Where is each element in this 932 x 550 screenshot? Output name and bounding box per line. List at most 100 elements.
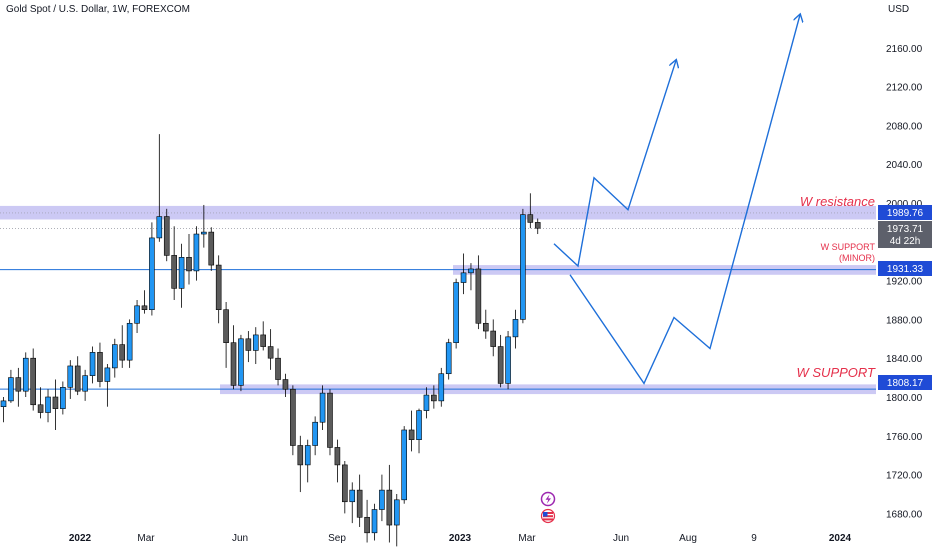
x-tick-1: Mar [137, 533, 155, 544]
candle-1 [8, 369, 14, 403]
candle-0 [0, 397, 7, 423]
candle-62 [460, 253, 467, 295]
candle-7 [52, 379, 59, 430]
y-tick-3: 2040.00 [886, 160, 923, 171]
projection-path-1 [569, 15, 800, 385]
us-flag-icon[interactable] [540, 508, 556, 524]
candle-31 [230, 325, 237, 390]
candle-63 [468, 263, 474, 291]
candle-57 [423, 387, 430, 419]
candle-61 [453, 278, 459, 349]
candle-67 [497, 334, 504, 388]
y-tick-11: 1680.00 [886, 509, 923, 520]
candle-11 [82, 369, 88, 401]
candle-18 [134, 300, 140, 333]
candle-69 [512, 309, 519, 349]
candle-43 [319, 385, 326, 430]
candle-10 [74, 356, 81, 396]
candle-2 [15, 367, 22, 407]
candle-65 [482, 309, 489, 339]
price-tag-support-minor-bg [878, 261, 932, 276]
candle-54 [401, 426, 407, 504]
candle-21 [156, 134, 163, 242]
price-tag-resistance-bg [878, 205, 932, 220]
candle-46 [342, 461, 348, 514]
candle-33 [245, 331, 252, 363]
candle-39 [290, 385, 296, 456]
candle-52 [386, 464, 393, 543]
y-tick-6: 1880.00 [886, 315, 923, 326]
y-tick-0: 2160.00 [886, 44, 923, 55]
x-tick-3: Sep [328, 533, 346, 544]
candle-32 [238, 334, 244, 392]
annotation-support-minor-line2: (MINOR) [839, 253, 875, 263]
candle-56 [416, 408, 422, 454]
candle-42 [312, 416, 318, 456]
candle-71 [527, 193, 534, 229]
price-tag-support: 1808.17 [887, 378, 924, 389]
y-tick-2: 2080.00 [886, 121, 923, 132]
price-tag-countdown: 4d 22h [890, 236, 921, 247]
x-tick-2: Jun [232, 533, 248, 544]
y-tick-1: 2120.00 [886, 83, 923, 94]
candle-15 [112, 338, 118, 378]
y-tick-9: 1760.00 [886, 432, 923, 443]
candle-22 [163, 208, 170, 262]
candle-8 [60, 381, 66, 415]
candle-29 [215, 255, 222, 324]
candle-37 [275, 348, 281, 386]
annotation-resistance: W resistance [800, 194, 875, 209]
candle-36 [267, 329, 274, 370]
candle-6 [45, 389, 51, 423]
candle-19 [141, 290, 148, 314]
candle-5 [37, 387, 44, 419]
currency-label: USD [888, 4, 910, 15]
candle-9 [67, 360, 74, 399]
candle-28 [208, 227, 215, 271]
candle-48 [356, 474, 363, 527]
candle-58 [431, 385, 437, 409]
candle-24 [178, 243, 185, 308]
candle-26 [193, 226, 200, 281]
y-tick-5: 1920.00 [886, 277, 923, 288]
candle-35 [260, 321, 267, 351]
price-tag-support-minor: 1931.33 [887, 264, 924, 275]
x-tick-5: Mar [518, 533, 536, 544]
candle-60 [445, 338, 452, 380]
candle-16 [119, 325, 126, 368]
price-tag-current: 1973.71 [887, 224, 924, 235]
candle-27 [201, 204, 207, 248]
price-tag-current-bg [878, 221, 932, 248]
annotation-support: W SUPPORT [797, 365, 877, 380]
candle-38 [282, 373, 289, 397]
candle-45 [334, 439, 341, 483]
x-tick-7: Aug [679, 533, 697, 544]
candle-20 [149, 222, 155, 316]
candle-13 [97, 342, 103, 388]
price-tag-resistance: 1989.76 [887, 208, 924, 219]
price-tag-support-bg [878, 375, 932, 390]
candle-47 [349, 482, 356, 524]
candle-14 [104, 364, 111, 407]
y-tick-10: 1720.00 [886, 471, 923, 482]
candle-25 [186, 234, 192, 285]
lightning-icon[interactable] [540, 491, 556, 507]
x-tick-8: 9 [751, 533, 757, 544]
projection-path-0 [553, 60, 676, 268]
candle-3 [22, 352, 29, 397]
candle-59 [438, 367, 445, 407]
candle-49 [364, 499, 370, 543]
candle-64 [475, 255, 482, 330]
candle-53 [393, 494, 400, 547]
x-tick-4: 2023 [449, 533, 472, 544]
y-tick-4: 2000.00 [886, 199, 923, 210]
candle-17 [126, 319, 133, 368]
candle-40 [297, 435, 304, 493]
candle-4 [30, 348, 36, 411]
x-tick-9: 2024 [829, 533, 852, 544]
y-tick-7: 1840.00 [886, 354, 923, 365]
candle-50 [371, 503, 378, 541]
candle-68 [505, 331, 511, 390]
